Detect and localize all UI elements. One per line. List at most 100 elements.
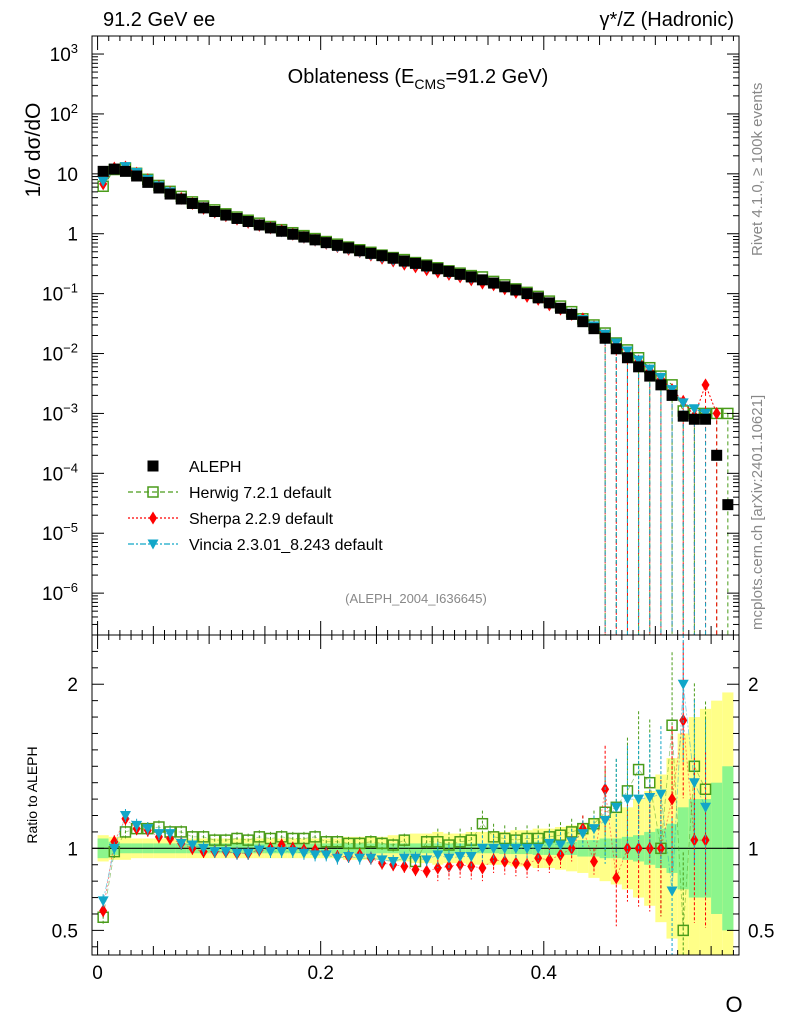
- data-point: [599, 332, 611, 344]
- ratio-point: [231, 848, 243, 859]
- ratio-point: [668, 792, 677, 806]
- ratio-point: [577, 829, 589, 840]
- ratio-point: [242, 848, 254, 859]
- ratio-point: [97, 896, 109, 907]
- data-point: [264, 222, 276, 234]
- ratio-point: [331, 836, 344, 848]
- ratio-point: [476, 817, 489, 830]
- ratio-point: [443, 853, 455, 864]
- ratio-point: [198, 843, 210, 854]
- data-point: [142, 176, 154, 188]
- data-point: [677, 398, 689, 409]
- data-point: [677, 410, 689, 422]
- data-point: [354, 245, 366, 257]
- ratio-point: [398, 834, 411, 846]
- ratio-point: [309, 850, 321, 861]
- ratio-point: [589, 854, 598, 868]
- y-axis-label: 1/σ dσ/dO: [22, 103, 45, 198]
- data-point: [722, 499, 734, 511]
- data-point: [276, 225, 288, 237]
- ratio-panel: 0 0.2 0.4 0.5 0.5 1 1 2 2 Ratio to ALEPH: [24, 634, 774, 984]
- data-point: [688, 404, 700, 415]
- data-point: [465, 271, 477, 283]
- data-point: [253, 219, 265, 231]
- y-tick-label: 10−4: [42, 460, 78, 485]
- ratio-point: [320, 850, 332, 861]
- data-point: [398, 255, 410, 267]
- data-point: [566, 308, 578, 320]
- ratio-point: [545, 853, 554, 867]
- ratio-point: [489, 853, 498, 867]
- ratio-point: [411, 863, 420, 877]
- ratio-point: [422, 864, 431, 878]
- main-title-pre: Oblateness (E: [288, 66, 415, 88]
- data-point: [633, 355, 645, 366]
- ratio-point: [478, 861, 487, 875]
- series-vincia: [97, 162, 712, 635]
- ratio-point: [298, 848, 310, 859]
- ratio-point: [523, 858, 532, 872]
- ratio-y-tick-label: 1: [67, 839, 78, 860]
- legend-marker: [147, 460, 159, 472]
- ratio-point: [331, 853, 343, 864]
- ratio-point: [511, 856, 520, 870]
- ratio-point: [644, 792, 656, 803]
- ratio-point: [119, 826, 132, 838]
- x-axis-label: O: [725, 992, 742, 1017]
- data-point: [331, 239, 343, 251]
- data-point: [499, 281, 511, 293]
- ratio-point: [700, 802, 712, 813]
- ratio-y-tick-label-right: 0.5: [748, 921, 774, 942]
- data-point: [701, 378, 710, 392]
- data-point: [231, 212, 243, 224]
- header-left: 91.2 GeV ee: [103, 9, 215, 31]
- ratio-y-tick-label: 0.5: [52, 921, 78, 942]
- ratio-point: [532, 843, 544, 854]
- ratio-point: [309, 831, 321, 843]
- ratio-point: [454, 852, 466, 863]
- y-tick-label: 10: [57, 165, 78, 186]
- y-tick-label: 1: [67, 225, 78, 246]
- ratio-point: [510, 843, 522, 854]
- ratio-point: [342, 837, 355, 850]
- data-point: [343, 242, 355, 254]
- y-tick-label: 10−1: [42, 281, 78, 306]
- ratio-point: [499, 843, 511, 854]
- analysis-watermark: (ALEPH_2004_I636645): [345, 591, 487, 606]
- ratio-point: [543, 838, 555, 849]
- ratio-plot-area: [92, 635, 739, 955]
- data-point: [209, 206, 221, 218]
- ratio-point: [131, 820, 143, 831]
- data-point: [376, 250, 388, 262]
- ratio-point: [398, 853, 410, 864]
- data-point: [175, 193, 187, 205]
- data-point: [621, 352, 633, 364]
- y-tick-label: 10−6: [42, 580, 78, 605]
- data-point: [521, 288, 533, 300]
- series-herwig: [97, 162, 734, 635]
- ratio-point: [186, 840, 198, 851]
- data-point: [198, 202, 210, 214]
- ratio-y-label: Ratio to ALEPH: [24, 746, 40, 843]
- data-point: [220, 209, 232, 221]
- ratio-point: [99, 904, 108, 918]
- data-point: [97, 165, 109, 177]
- data-point: [432, 263, 444, 275]
- data-point: [164, 188, 176, 200]
- data-point: [633, 361, 645, 373]
- ratio-point: [220, 847, 232, 858]
- ratio-point: [276, 847, 288, 858]
- ratio-point: [365, 836, 377, 848]
- ratio-point: [420, 836, 433, 848]
- ratio-point: [677, 679, 689, 690]
- main-title-post: =91.2 GeV): [446, 66, 549, 88]
- ratio-point: [521, 832, 533, 845]
- ratio-point: [621, 794, 633, 805]
- ratio-point: [454, 836, 466, 848]
- data-point: [153, 182, 165, 194]
- ratio-y-tick-label: 2: [67, 675, 78, 696]
- ratio-point: [376, 855, 388, 866]
- ratio-series-vincia: [97, 635, 712, 955]
- data-point: [543, 297, 555, 309]
